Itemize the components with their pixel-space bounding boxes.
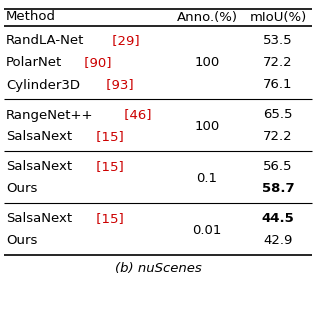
Text: 72.2: 72.2: [263, 57, 293, 69]
Text: 100: 100: [194, 57, 220, 69]
Text: [15]: [15]: [92, 213, 124, 225]
Text: [90]: [90]: [80, 57, 111, 69]
Text: 76.1: 76.1: [263, 78, 293, 91]
Text: 0.1: 0.1: [197, 171, 217, 185]
Text: mIoU(%): mIoU(%): [249, 10, 307, 24]
Text: Anno.(%): Anno.(%): [177, 10, 238, 24]
Text: SalsaNext: SalsaNext: [6, 131, 72, 143]
Text: SalsaNext: SalsaNext: [6, 160, 72, 174]
Text: RangeNet++: RangeNet++: [6, 109, 94, 122]
Text: Cylinder3D: Cylinder3D: [6, 78, 80, 91]
Text: [46]: [46]: [120, 109, 151, 122]
Text: PolarNet: PolarNet: [6, 57, 62, 69]
Text: Method: Method: [6, 10, 56, 24]
Text: SalsaNext: SalsaNext: [6, 213, 72, 225]
Text: 56.5: 56.5: [263, 160, 293, 174]
Text: 0.01: 0.01: [192, 224, 222, 236]
Text: RandLA-Net: RandLA-Net: [6, 35, 84, 47]
Text: 65.5: 65.5: [263, 109, 293, 122]
Text: [29]: [29]: [108, 35, 140, 47]
Text: [15]: [15]: [92, 131, 124, 143]
Text: (b) nuScenes: (b) nuScenes: [115, 262, 201, 275]
Text: [93]: [93]: [102, 78, 134, 91]
Text: [15]: [15]: [92, 160, 124, 174]
Text: 58.7: 58.7: [262, 182, 294, 196]
Text: Ours: Ours: [6, 182, 37, 196]
Text: Ours: Ours: [6, 235, 37, 247]
Text: 44.5: 44.5: [262, 213, 295, 225]
Text: 72.2: 72.2: [263, 131, 293, 143]
Text: 100: 100: [194, 120, 220, 133]
Text: 42.9: 42.9: [263, 235, 293, 247]
Text: 53.5: 53.5: [263, 35, 293, 47]
